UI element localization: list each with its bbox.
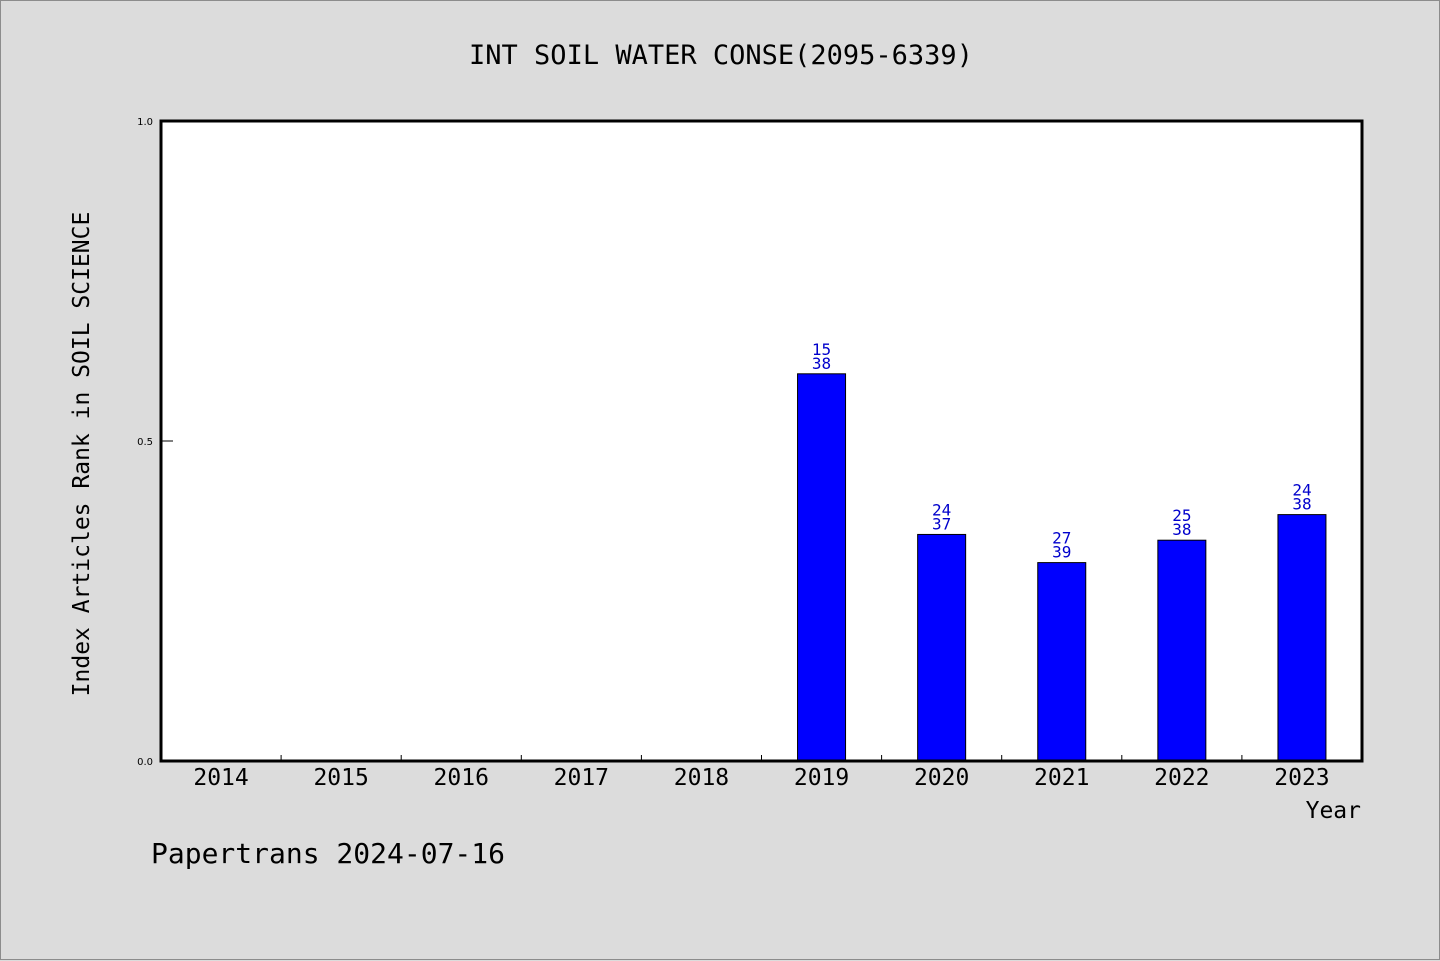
bar-data-label: 24: [932, 500, 951, 519]
x-tick-label: 2022: [1154, 765, 1209, 791]
y-tick-label: 0.5: [137, 437, 153, 448]
x-tick-label: 2019: [794, 765, 849, 791]
y-tick-label: 0.0: [137, 757, 153, 768]
bar: [1037, 562, 1087, 762]
chart-title: INT SOIL WATER CONSE(2095-6339): [469, 40, 973, 71]
x-tick-label: 2020: [914, 765, 969, 791]
x-axis-ticks: 2014 2015 2016 2017 2018 2019 2020 2021 2022 2023: [193, 755, 1330, 791]
x-tick-label: 2021: [1034, 765, 1089, 791]
y-tick-label: 1.0: [137, 117, 153, 128]
bar: [1157, 539, 1207, 762]
bar: [1277, 514, 1327, 762]
bar-data-label: 37: [932, 514, 951, 533]
bar-data-label: 38: [1292, 495, 1311, 514]
plot-border: [159, 119, 1364, 763]
bar-data-label: 27: [1052, 529, 1071, 548]
bar-data-label: 24: [1292, 481, 1311, 500]
bar: [797, 373, 847, 762]
x-tick-label: 2017: [554, 765, 609, 791]
bar-data-label: 39: [1052, 543, 1071, 562]
bars-group: [797, 373, 1327, 762]
bar-data-label: 15: [812, 340, 831, 359]
bar-data-label: 25: [1172, 506, 1191, 525]
x-tick-label: 2014: [193, 765, 248, 791]
footer-watermark: Papertrans 2024-07-16: [151, 837, 505, 870]
x-tick-label: 2016: [434, 765, 489, 791]
x-axis-label: Year: [1306, 798, 1361, 824]
x-tick-label: 2023: [1274, 765, 1329, 791]
x-tick-label: 2018: [674, 765, 729, 791]
bar: [917, 533, 967, 762]
x-tick-label: 2015: [313, 765, 368, 791]
bar-data-label: 38: [812, 354, 831, 373]
y-axis-label: Index Articles Rank in SOIL SCIENCE: [69, 212, 95, 697]
bar-data-label: 38: [1172, 520, 1191, 539]
